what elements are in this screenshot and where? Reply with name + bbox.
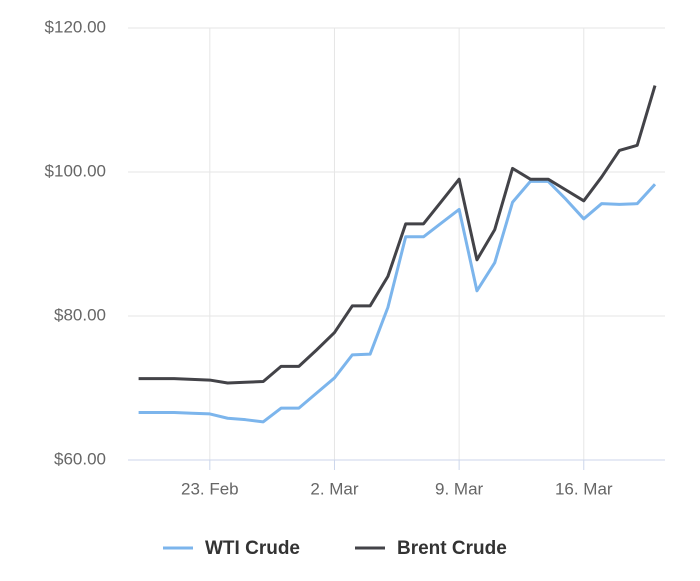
x-tick-label: 23. Feb bbox=[181, 479, 239, 498]
y-tick-label: $100.00 bbox=[45, 161, 106, 180]
y-tick-label: $120.00 bbox=[45, 17, 106, 36]
series-line bbox=[138, 85, 657, 385]
series-line bbox=[138, 179, 657, 424]
x-tick-label: 9. Mar bbox=[435, 479, 484, 498]
legend-label: WTI Crude bbox=[205, 538, 300, 559]
x-tick-label: 16. Mar bbox=[555, 479, 613, 498]
y-tick-label: $80.00 bbox=[54, 305, 106, 324]
x-tick-label: 2. Mar bbox=[310, 479, 359, 498]
y-tick-label: $60.00 bbox=[54, 449, 106, 468]
legend-label: Brent Crude bbox=[397, 538, 507, 559]
